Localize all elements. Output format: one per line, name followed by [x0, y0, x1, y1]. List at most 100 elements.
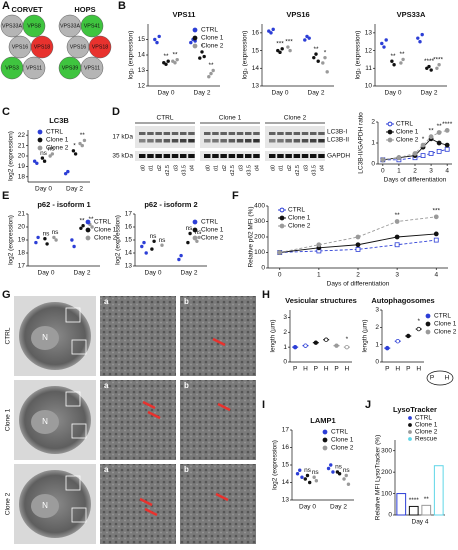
- band: [310, 139, 317, 143]
- significance: ***: [276, 41, 284, 48]
- y-axis-label: length (µm): [270, 319, 277, 352]
- significance: *: [346, 336, 349, 343]
- arrow: [142, 400, 156, 410]
- blot-frame: [265, 126, 325, 148]
- band: [269, 154, 276, 158]
- lane-label: d2: [222, 165, 228, 171]
- y-tick-label: 20: [18, 224, 26, 231]
- data-point: [48, 154, 52, 158]
- x-tick-label: P: [385, 366, 389, 373]
- data-point: [209, 71, 213, 76]
- blot-frame: [135, 126, 195, 148]
- panel-letter: B: [118, 0, 126, 12]
- legend-label: Clone 1: [434, 321, 457, 328]
- legend-swatch: [192, 27, 198, 33]
- data-point: [286, 45, 290, 49]
- band: [293, 139, 301, 143]
- legend-swatch: [387, 121, 393, 127]
- data-point: [186, 240, 190, 245]
- x-tick-label: H: [344, 366, 349, 373]
- data-point: [152, 239, 156, 243]
- em-zoom: [100, 380, 176, 460]
- band: [212, 139, 219, 143]
- significance: ns: [48, 146, 56, 153]
- schematic: [426, 370, 454, 386]
- legend-swatch: [408, 437, 412, 441]
- legend-swatch: [279, 215, 285, 221]
- y-tick-label: 11: [365, 65, 372, 72]
- x-tick-label: 3: [429, 168, 433, 175]
- data-point: [303, 343, 308, 348]
- group-label: CTRL: [157, 115, 174, 122]
- subunit: [80, 56, 104, 80]
- data-point: [54, 238, 58, 242]
- data-point: [436, 130, 442, 135]
- data-point: [277, 250, 283, 255]
- data-point: [292, 344, 298, 350]
- band: [155, 132, 162, 135]
- nucleus: [31, 410, 59, 434]
- subunit-label: VPS3: [5, 65, 19, 71]
- row-label: Clone 2: [5, 492, 12, 515]
- legend-swatch: [322, 429, 328, 435]
- significance: **: [88, 216, 94, 223]
- plot-title: VPS33A: [397, 10, 426, 19]
- x-tick-label: Day 2: [66, 186, 83, 193]
- significance: ns: [150, 233, 158, 240]
- band: [155, 139, 162, 143]
- y-tick-label: 0: [388, 512, 392, 519]
- significance: ****: [433, 56, 444, 63]
- x-tick-label: 1: [397, 168, 401, 175]
- band: [228, 154, 236, 158]
- legend-swatch: [85, 227, 91, 233]
- panel-letter: H: [262, 289, 270, 301]
- lane-label: d2: [157, 165, 163, 171]
- legend-swatch: [425, 329, 431, 335]
- band: [269, 139, 276, 143]
- data-point: [189, 40, 193, 45]
- sub-label: a: [104, 381, 109, 390]
- y-tick-label: 16: [125, 224, 133, 231]
- data-point: [401, 57, 405, 62]
- x-tick-label: Day 0: [38, 270, 55, 277]
- y-tick-label: 15: [125, 237, 133, 244]
- y-tick-label: 17: [18, 263, 26, 270]
- data-point: [307, 36, 311, 40]
- significance: ns: [159, 237, 167, 244]
- significance: *: [324, 49, 327, 56]
- x-tick-label: Day 0: [299, 504, 316, 511]
- significance: ns: [43, 230, 51, 237]
- significance: ns: [186, 225, 194, 232]
- y-tick-label: 0: [371, 161, 375, 168]
- em-zoom: [180, 464, 256, 544]
- data-point: [396, 155, 402, 161]
- data-point: [157, 34, 161, 39]
- x-tick-label: Day 2: [330, 504, 347, 511]
- data-point: [45, 242, 49, 246]
- data-point: [437, 63, 441, 67]
- legend-label: Clone 1: [415, 422, 438, 429]
- blot-frame: [200, 126, 260, 148]
- y-tick-label: 1: [375, 341, 379, 348]
- data-point: [325, 70, 329, 74]
- y-tick-label: 3: [283, 314, 287, 321]
- legend-label: Clone 1: [201, 35, 224, 42]
- band: [180, 132, 187, 135]
- data-point: [444, 127, 450, 133]
- y-tick-label: 0: [283, 359, 287, 366]
- y-tick-label: 16: [282, 444, 290, 451]
- band: [204, 132, 211, 135]
- y-tick-label: 21: [18, 142, 26, 149]
- y-tick-label: 17: [282, 427, 290, 434]
- x-tick-label: Day 2: [74, 270, 91, 277]
- data-point: [300, 475, 304, 479]
- band: [147, 154, 154, 158]
- significance: **: [163, 53, 169, 60]
- significance: *: [417, 318, 420, 325]
- y-tick-label: 16: [252, 30, 260, 37]
- lane-label: d3: [238, 165, 244, 171]
- data-point: [321, 61, 325, 65]
- y-tick-label: 13: [125, 263, 133, 270]
- panel-letter: D: [112, 106, 120, 118]
